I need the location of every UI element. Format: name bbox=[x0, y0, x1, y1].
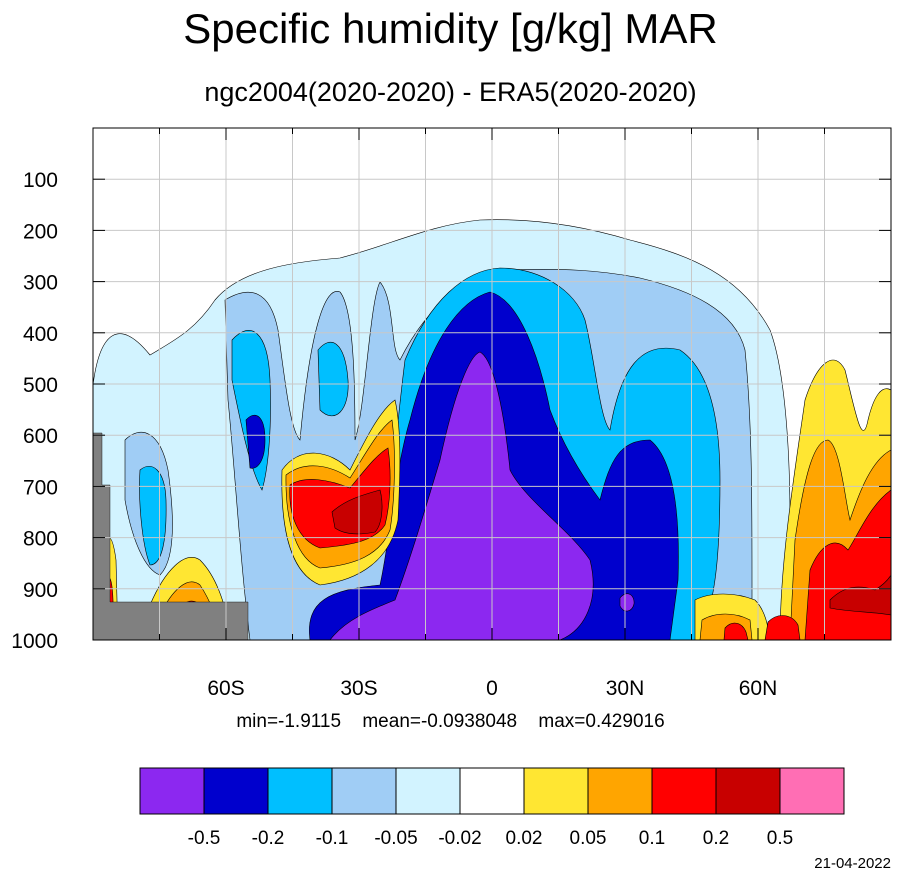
colorbar-label: 0.2 bbox=[703, 828, 729, 849]
stat-mean: mean=-0.0938048 bbox=[362, 711, 518, 732]
chart-title: Specific humidity [g/kg] MAR bbox=[183, 5, 718, 52]
y-axis: 100 200 300 400 500 600 700 800 900 1000 bbox=[11, 169, 891, 653]
colorbar-swatch bbox=[651, 767, 717, 815]
chart-subtitle: ngc2004(2020-2020) - ERA5(2020-2020) bbox=[204, 77, 697, 107]
colorbar-swatch bbox=[459, 767, 525, 815]
colorbar-label: 0.02 bbox=[506, 828, 543, 849]
colorbar: -0.5 -0.2 -0.1 -0.05 -0.02 0.02 0.05 0.1 0.2 0.5 bbox=[139, 767, 845, 849]
colorbar-swatch bbox=[779, 767, 845, 815]
grid-lines bbox=[93, 128, 891, 640]
y-tick-label: 1000 bbox=[11, 630, 58, 653]
contour-band-darkred-north bbox=[829, 574, 891, 616]
colorbar-swatch bbox=[715, 767, 781, 815]
stat-max: max=0.429016 bbox=[538, 711, 665, 732]
y-tick-label: 200 bbox=[23, 220, 58, 243]
colorbar-swatch bbox=[267, 767, 333, 815]
y-tick-label: 400 bbox=[23, 323, 58, 346]
colorbar-label: 0.05 bbox=[570, 828, 607, 849]
y-tick-label: 900 bbox=[23, 579, 58, 602]
colorbar-label: -0.05 bbox=[374, 828, 417, 849]
contour-band-violet bbox=[329, 351, 594, 640]
colorbar-swatch bbox=[203, 767, 269, 815]
y-tick-label: 300 bbox=[23, 272, 58, 295]
land-mask bbox=[93, 432, 249, 640]
colorbar-label: -0.5 bbox=[188, 828, 221, 849]
contour-band-skyblue-mid bbox=[317, 341, 349, 417]
colorbar-label: -0.02 bbox=[438, 828, 481, 849]
contour-band-violet-spot bbox=[619, 593, 635, 612]
colorbar-swatch bbox=[395, 767, 461, 815]
y-tick-label: 100 bbox=[23, 169, 58, 192]
colorbar-label: -0.1 bbox=[316, 828, 349, 849]
y-tick-label: 700 bbox=[23, 476, 58, 499]
y-tick-label: 500 bbox=[23, 374, 58, 397]
colorbar-swatch bbox=[523, 767, 589, 815]
stat-min: min=-1.9115 bbox=[236, 711, 342, 732]
contour-band-blue-west bbox=[245, 415, 266, 469]
date-stamp: 21-04-2022 bbox=[814, 855, 891, 872]
contour-band-red-45n bbox=[723, 622, 749, 640]
colorbar-swatch bbox=[139, 767, 205, 815]
colorbar-swatch bbox=[331, 767, 397, 815]
x-tick-label: 0 bbox=[486, 677, 498, 700]
x-axis: 60S 30S 0 30N 60N bbox=[159, 128, 825, 700]
colorbar-swatch bbox=[587, 767, 653, 815]
colorbar-label: 0.5 bbox=[767, 828, 793, 849]
contour-band-darkred-30s bbox=[331, 489, 383, 535]
x-tick-label: 60N bbox=[739, 677, 778, 700]
x-tick-label: 30N bbox=[606, 677, 645, 700]
x-tick-label: 30S bbox=[340, 677, 377, 700]
colorbar-label: 0.1 bbox=[639, 828, 665, 849]
x-tick-label: 60S bbox=[207, 677, 244, 700]
y-tick-label: 800 bbox=[23, 528, 58, 551]
colorbar-label: -0.2 bbox=[252, 828, 285, 849]
y-tick-label: 600 bbox=[23, 425, 58, 448]
contour-band-red-60n bbox=[764, 615, 801, 640]
summary-stats: min=-1.9115 mean=-0.0938048 max=0.429016 bbox=[0, 710, 901, 734]
